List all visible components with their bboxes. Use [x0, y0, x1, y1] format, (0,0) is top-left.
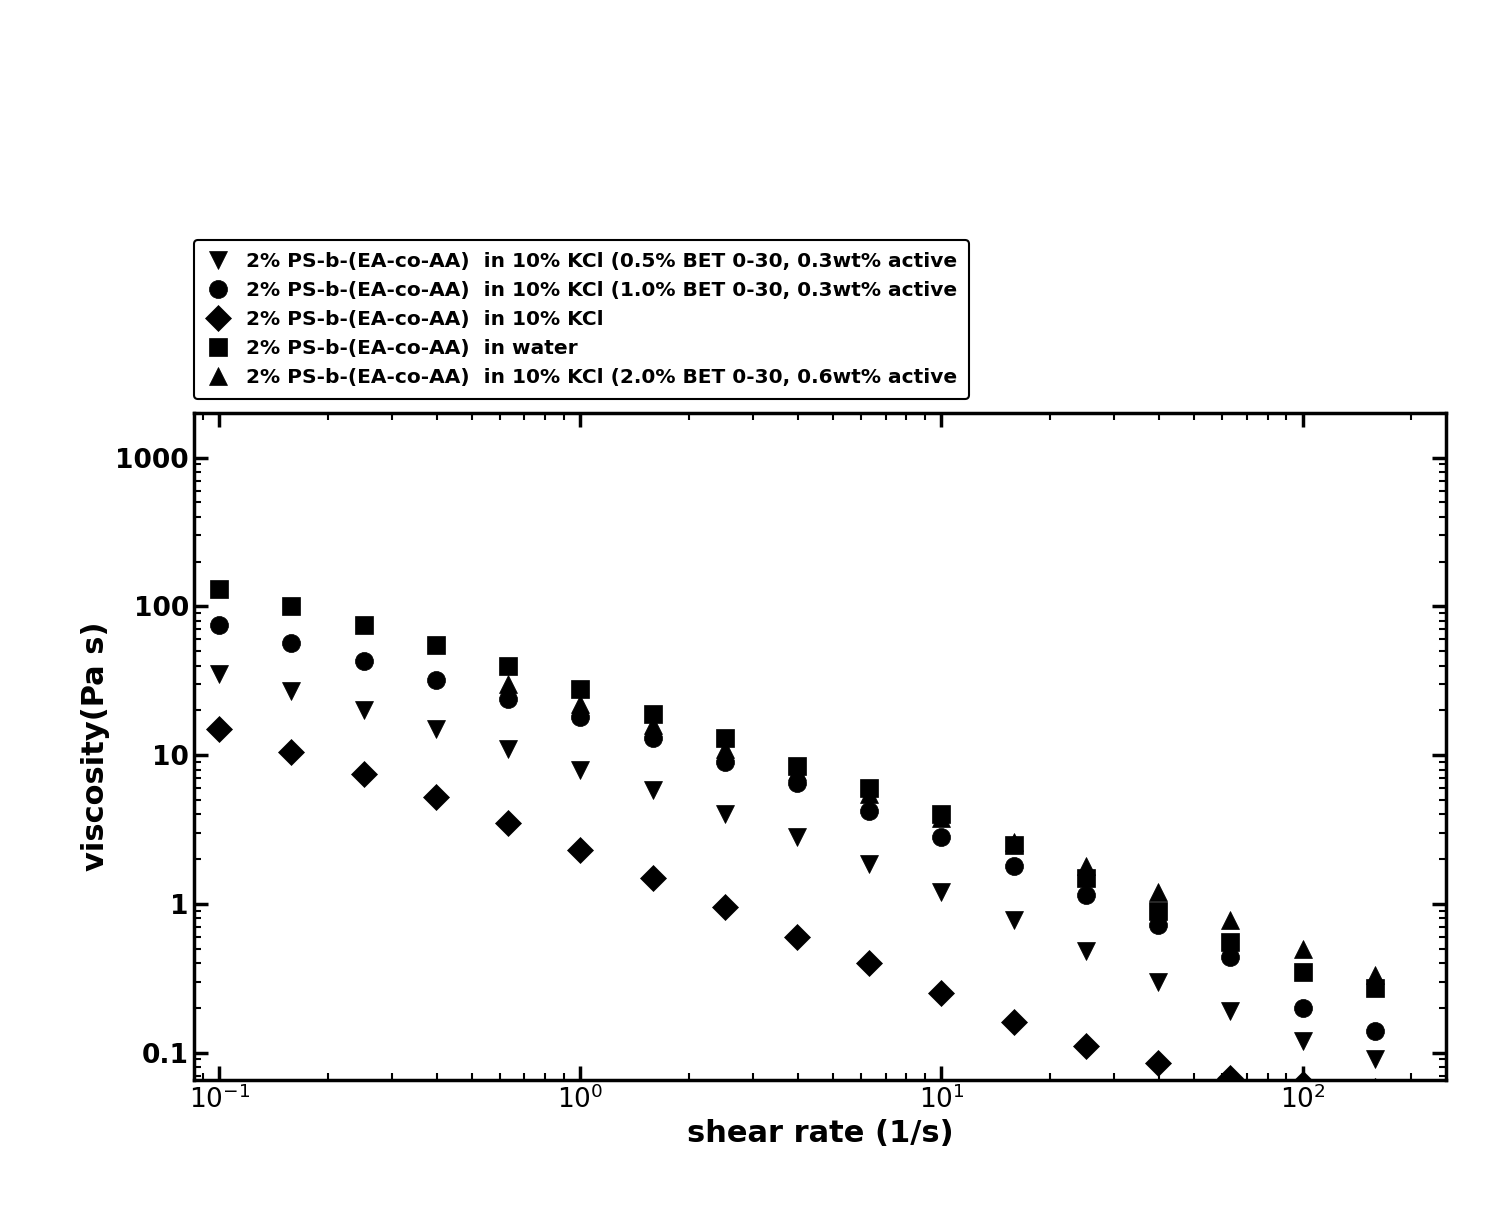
- 2% PS-b-(EA-co-AA)  in water: [1005, 838, 1023, 852]
- 2% PS-b-(EA-co-AA)  in 10% KCl: [499, 816, 517, 830]
- 2% PS-b-(EA-co-AA)  in 10% KCl (0.5% BET 0-30, 0.3wt% active: [571, 762, 589, 777]
- 2% PS-b-(EA-co-AA)  in water: [1294, 964, 1312, 978]
- 2% PS-b-(EA-co-AA)  in 10% KCl (2.0% BET 0-30, 0.6wt% active: [860, 787, 878, 801]
- 2% PS-b-(EA-co-AA)  in 10% KCl (2.0% BET 0-30, 0.6wt% active: [1221, 913, 1239, 927]
- 2% PS-b-(EA-co-AA)  in water: [1077, 870, 1094, 885]
- 2% PS-b-(EA-co-AA)  in 10% KCl: [210, 721, 228, 736]
- 2% PS-b-(EA-co-AA)  in water: [571, 681, 589, 696]
- Line: 2% PS-b-(EA-co-AA)  in 10% KCl (2.0% BET 0-30, 0.6wt% active: 2% PS-b-(EA-co-AA) in 10% KCl (2.0% BET …: [499, 675, 1384, 985]
- 2% PS-b-(EA-co-AA)  in 10% KCl (1.0% BET 0-30, 0.3wt% active: [1294, 1000, 1312, 1015]
- 2% PS-b-(EA-co-AA)  in 10% KCl: [1294, 1077, 1312, 1091]
- 2% PS-b-(EA-co-AA)  in water: [210, 582, 228, 596]
- 2% PS-b-(EA-co-AA)  in 10% KCl (2.0% BET 0-30, 0.6wt% active: [1077, 858, 1094, 873]
- 2% PS-b-(EA-co-AA)  in 10% KCl (0.5% BET 0-30, 0.3wt% active: [1221, 1004, 1239, 1019]
- Y-axis label: viscosity(Pa s): viscosity(Pa s): [81, 622, 110, 872]
- 2% PS-b-(EA-co-AA)  in 10% KCl (2.0% BET 0-30, 0.6wt% active: [716, 742, 734, 756]
- Line: 2% PS-b-(EA-co-AA)  in 10% KCl: 2% PS-b-(EA-co-AA) in 10% KCl: [210, 720, 1384, 1100]
- 2% PS-b-(EA-co-AA)  in 10% KCl: [1005, 1015, 1023, 1029]
- 2% PS-b-(EA-co-AA)  in 10% KCl: [1221, 1071, 1239, 1085]
- 2% PS-b-(EA-co-AA)  in 10% KCl (0.5% BET 0-30, 0.3wt% active: [355, 703, 373, 717]
- 2% PS-b-(EA-co-AA)  in 10% KCl (1.0% BET 0-30, 0.3wt% active: [426, 673, 444, 687]
- 2% PS-b-(EA-co-AA)  in 10% KCl (0.5% BET 0-30, 0.3wt% active: [789, 830, 807, 845]
- 2% PS-b-(EA-co-AA)  in water: [860, 781, 878, 795]
- 2% PS-b-(EA-co-AA)  in 10% KCl (2.0% BET 0-30, 0.6wt% active: [1150, 885, 1167, 900]
- 2% PS-b-(EA-co-AA)  in water: [716, 731, 734, 745]
- 2% PS-b-(EA-co-AA)  in 10% KCl (0.5% BET 0-30, 0.3wt% active: [644, 783, 662, 798]
- 2% PS-b-(EA-co-AA)  in 10% KCl (2.0% BET 0-30, 0.6wt% active: [789, 764, 807, 778]
- 2% PS-b-(EA-co-AA)  in 10% KCl: [426, 790, 444, 805]
- 2% PS-b-(EA-co-AA)  in 10% KCl (2.0% BET 0-30, 0.6wt% active: [499, 677, 517, 692]
- 2% PS-b-(EA-co-AA)  in water: [1150, 903, 1167, 918]
- Legend: 2% PS-b-(EA-co-AA)  in 10% KCl (0.5% BET 0-30, 0.3wt% active, 2% PS-b-(EA-co-AA): 2% PS-b-(EA-co-AA) in 10% KCl (0.5% BET …: [194, 240, 969, 399]
- 2% PS-b-(EA-co-AA)  in 10% KCl (0.5% BET 0-30, 0.3wt% active: [282, 683, 300, 698]
- 2% PS-b-(EA-co-AA)  in 10% KCl (1.0% BET 0-30, 0.3wt% active: [1221, 949, 1239, 964]
- 2% PS-b-(EA-co-AA)  in 10% KCl (1.0% BET 0-30, 0.3wt% active: [1077, 887, 1094, 902]
- 2% PS-b-(EA-co-AA)  in water: [355, 618, 373, 632]
- 2% PS-b-(EA-co-AA)  in 10% KCl (0.5% BET 0-30, 0.3wt% active: [210, 666, 228, 681]
- 2% PS-b-(EA-co-AA)  in 10% KCl (2.0% BET 0-30, 0.6wt% active: [1366, 969, 1384, 983]
- 2% PS-b-(EA-co-AA)  in 10% KCl (0.5% BET 0-30, 0.3wt% active: [1005, 913, 1023, 927]
- 2% PS-b-(EA-co-AA)  in 10% KCl: [644, 870, 662, 885]
- 2% PS-b-(EA-co-AA)  in 10% KCl: [789, 930, 807, 944]
- 2% PS-b-(EA-co-AA)  in 10% KCl (0.5% BET 0-30, 0.3wt% active: [860, 857, 878, 872]
- Line: 2% PS-b-(EA-co-AA)  in water: 2% PS-b-(EA-co-AA) in water: [210, 580, 1384, 998]
- 2% PS-b-(EA-co-AA)  in water: [644, 707, 662, 721]
- 2% PS-b-(EA-co-AA)  in water: [426, 637, 444, 652]
- 2% PS-b-(EA-co-AA)  in 10% KCl (1.0% BET 0-30, 0.3wt% active: [499, 691, 517, 705]
- 2% PS-b-(EA-co-AA)  in 10% KCl: [282, 744, 300, 759]
- 2% PS-b-(EA-co-AA)  in 10% KCl (1.0% BET 0-30, 0.3wt% active: [1005, 858, 1023, 873]
- 2% PS-b-(EA-co-AA)  in 10% KCl (2.0% BET 0-30, 0.6wt% active: [1294, 941, 1312, 955]
- 2% PS-b-(EA-co-AA)  in 10% KCl (2.0% BET 0-30, 0.6wt% active: [644, 717, 662, 732]
- 2% PS-b-(EA-co-AA)  in 10% KCl (2.0% BET 0-30, 0.6wt% active: [932, 810, 950, 824]
- 2% PS-b-(EA-co-AA)  in 10% KCl: [1366, 1084, 1384, 1099]
- 2% PS-b-(EA-co-AA)  in 10% KCl (0.5% BET 0-30, 0.3wt% active: [426, 721, 444, 736]
- 2% PS-b-(EA-co-AA)  in 10% KCl: [355, 766, 373, 781]
- 2% PS-b-(EA-co-AA)  in water: [1221, 935, 1239, 949]
- 2% PS-b-(EA-co-AA)  in 10% KCl (1.0% BET 0-30, 0.3wt% active: [355, 653, 373, 668]
- 2% PS-b-(EA-co-AA)  in 10% KCl (1.0% BET 0-30, 0.3wt% active: [1366, 1023, 1384, 1038]
- 2% PS-b-(EA-co-AA)  in 10% KCl (1.0% BET 0-30, 0.3wt% active: [571, 710, 589, 725]
- 2% PS-b-(EA-co-AA)  in 10% KCl: [860, 955, 878, 970]
- 2% PS-b-(EA-co-AA)  in water: [789, 759, 807, 773]
- 2% PS-b-(EA-co-AA)  in 10% KCl (1.0% BET 0-30, 0.3wt% active: [210, 618, 228, 632]
- 2% PS-b-(EA-co-AA)  in 10% KCl (0.5% BET 0-30, 0.3wt% active: [1366, 1053, 1384, 1067]
- 2% PS-b-(EA-co-AA)  in 10% KCl (0.5% BET 0-30, 0.3wt% active: [1150, 975, 1167, 989]
- 2% PS-b-(EA-co-AA)  in 10% KCl: [1150, 1056, 1167, 1071]
- 2% PS-b-(EA-co-AA)  in water: [499, 658, 517, 673]
- 2% PS-b-(EA-co-AA)  in 10% KCl (0.5% BET 0-30, 0.3wt% active: [1294, 1033, 1312, 1048]
- 2% PS-b-(EA-co-AA)  in 10% KCl (1.0% BET 0-30, 0.3wt% active: [716, 755, 734, 770]
- 2% PS-b-(EA-co-AA)  in 10% KCl: [571, 843, 589, 857]
- 2% PS-b-(EA-co-AA)  in 10% KCl (1.0% BET 0-30, 0.3wt% active: [1150, 918, 1167, 932]
- 2% PS-b-(EA-co-AA)  in 10% KCl (0.5% BET 0-30, 0.3wt% active: [932, 885, 950, 900]
- 2% PS-b-(EA-co-AA)  in 10% KCl (1.0% BET 0-30, 0.3wt% active: [860, 804, 878, 818]
- 2% PS-b-(EA-co-AA)  in 10% KCl (1.0% BET 0-30, 0.3wt% active: [282, 635, 300, 649]
- 2% PS-b-(EA-co-AA)  in 10% KCl (0.5% BET 0-30, 0.3wt% active: [716, 807, 734, 822]
- 2% PS-b-(EA-co-AA)  in 10% KCl (1.0% BET 0-30, 0.3wt% active: [932, 830, 950, 845]
- X-axis label: shear rate (1/s): shear rate (1/s): [687, 1119, 953, 1148]
- 2% PS-b-(EA-co-AA)  in 10% KCl (2.0% BET 0-30, 0.6wt% active: [1005, 835, 1023, 850]
- 2% PS-b-(EA-co-AA)  in water: [282, 599, 300, 613]
- 2% PS-b-(EA-co-AA)  in water: [932, 807, 950, 822]
- Line: 2% PS-b-(EA-co-AA)  in 10% KCl (0.5% BET 0-30, 0.3wt% active: 2% PS-b-(EA-co-AA) in 10% KCl (0.5% BET …: [210, 665, 1384, 1068]
- 2% PS-b-(EA-co-AA)  in 10% KCl (0.5% BET 0-30, 0.3wt% active: [1077, 944, 1094, 959]
- 2% PS-b-(EA-co-AA)  in 10% KCl (0.5% BET 0-30, 0.3wt% active: [499, 742, 517, 756]
- Line: 2% PS-b-(EA-co-AA)  in 10% KCl (1.0% BET 0-30, 0.3wt% active: 2% PS-b-(EA-co-AA) in 10% KCl (1.0% BET …: [210, 615, 1384, 1040]
- 2% PS-b-(EA-co-AA)  in 10% KCl: [1077, 1039, 1094, 1054]
- 2% PS-b-(EA-co-AA)  in 10% KCl (1.0% BET 0-30, 0.3wt% active: [644, 731, 662, 745]
- 2% PS-b-(EA-co-AA)  in 10% KCl (1.0% BET 0-30, 0.3wt% active: [789, 776, 807, 790]
- 2% PS-b-(EA-co-AA)  in 10% KCl (2.0% BET 0-30, 0.6wt% active: [571, 697, 589, 711]
- 2% PS-b-(EA-co-AA)  in water: [1366, 981, 1384, 995]
- 2% PS-b-(EA-co-AA)  in 10% KCl: [716, 900, 734, 914]
- 2% PS-b-(EA-co-AA)  in 10% KCl: [932, 986, 950, 1000]
